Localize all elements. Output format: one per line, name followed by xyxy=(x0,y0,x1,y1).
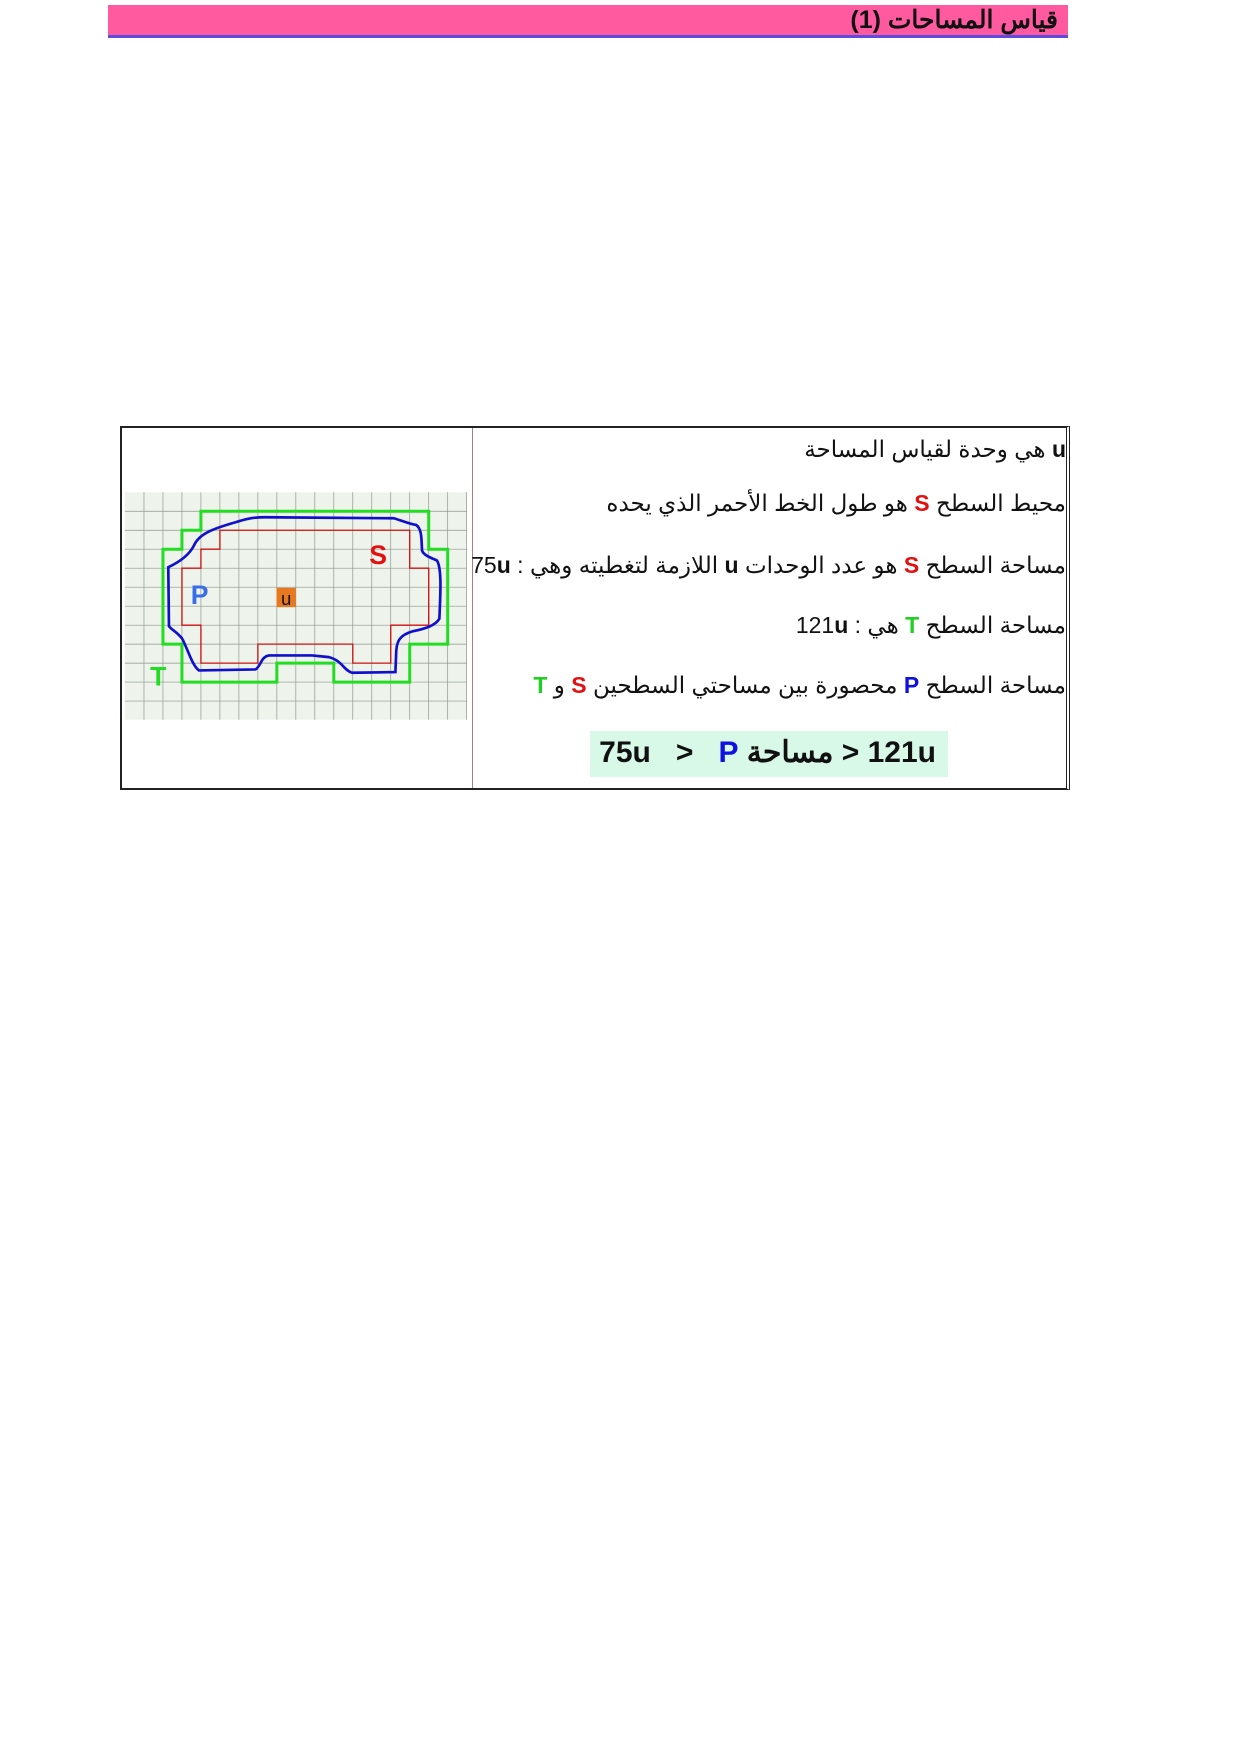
definition-perimeter: محيط السطح S هو طول الخط الأحمر الذي يحد… xyxy=(606,488,1066,518)
letter-s: S xyxy=(571,672,587,698)
value-number: 121 xyxy=(795,612,835,638)
text-segment: مساحة السطح xyxy=(919,552,1066,578)
unit-u: u xyxy=(1051,436,1066,462)
less-than-sign: < xyxy=(841,736,860,769)
text-segment: محصورة بين مساحتي السطحين xyxy=(586,672,904,698)
letter-s: S xyxy=(914,490,930,516)
letter-p: P xyxy=(903,672,920,698)
letter-p: P xyxy=(718,736,739,769)
area-label: مساحة xyxy=(738,736,834,769)
value-75u: 75u xyxy=(471,552,511,578)
label-u: u xyxy=(281,588,291,609)
letter-t: T xyxy=(905,612,920,638)
shape-p-outline xyxy=(166,515,442,675)
title-bar: قياس المساحات (1) xyxy=(108,5,1068,38)
content-table: u S P T u هي وحدة لقياس المساحة محيط الس… xyxy=(120,426,1070,790)
unit-u: u xyxy=(724,552,739,578)
text-segment: هي : xyxy=(848,612,906,638)
definition-unit: u هي وحدة لقياس المساحة xyxy=(804,434,1066,464)
upper-bound: 121u xyxy=(867,736,936,769)
shape-t-outline xyxy=(161,509,450,684)
shape-s-outline xyxy=(181,529,430,664)
definition-area-p: مساحة السطح P محصورة بين مساحتي السطحين … xyxy=(533,670,1066,700)
grid-figure-svg: u S P T xyxy=(125,492,467,720)
unit-square-u xyxy=(276,587,296,608)
letter-s: S xyxy=(903,552,920,578)
label-t: T xyxy=(150,661,166,691)
value-121u: 121u xyxy=(796,612,848,638)
page-title: قياس المساحات (1) xyxy=(850,6,1058,34)
text-segment: مساحة السطح xyxy=(919,672,1066,698)
text-segment: مساحة السطح xyxy=(919,612,1066,638)
inequality-box: 121u < مساحة P < 75u xyxy=(590,731,948,777)
text-segment: هو عدد الوحدات xyxy=(738,552,904,578)
label-s: S xyxy=(369,540,387,570)
text-segment: و xyxy=(547,672,572,698)
label-p: P xyxy=(191,580,209,610)
value-number: 75 xyxy=(471,552,497,578)
value-unit: u xyxy=(834,612,849,638)
text-segment: محيط السطح xyxy=(929,490,1066,516)
definition-area-t: مساحة السطح T هي : 121u xyxy=(796,610,1066,640)
inequality: 121u < مساحة P < 75u xyxy=(599,735,936,770)
lower-bound: 75u xyxy=(599,736,651,769)
column-divider xyxy=(472,428,473,788)
text-segment: هو طول الخط الأحمر الذي يحده xyxy=(606,490,915,516)
text-segment: اللازمة لتغطيته وهي : xyxy=(510,552,725,578)
text-segment: هي وحدة لقياس المساحة xyxy=(804,436,1052,462)
area-figure: u S P T xyxy=(125,492,467,720)
definition-area-s: مساحة السطح S هو عدد الوحدات u اللازمة ل… xyxy=(471,550,1066,580)
letter-t: T xyxy=(533,672,548,698)
less-than-sign: < xyxy=(675,736,694,769)
value-unit: u xyxy=(496,552,511,578)
